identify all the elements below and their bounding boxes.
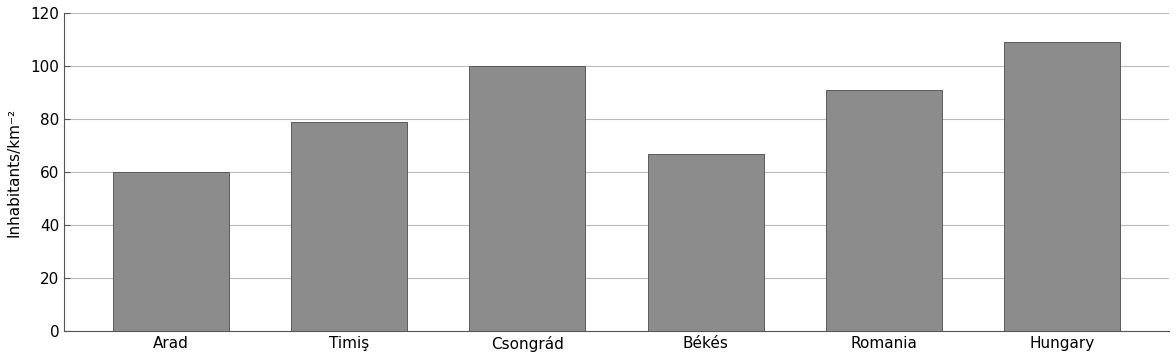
Bar xyxy=(648,154,763,331)
Bar xyxy=(1004,42,1120,331)
Y-axis label: Inhabitants/km⁻²: Inhabitants/km⁻² xyxy=(7,107,22,237)
Bar xyxy=(113,172,229,331)
Bar xyxy=(469,66,586,331)
Bar xyxy=(826,90,942,331)
Bar xyxy=(292,122,407,331)
